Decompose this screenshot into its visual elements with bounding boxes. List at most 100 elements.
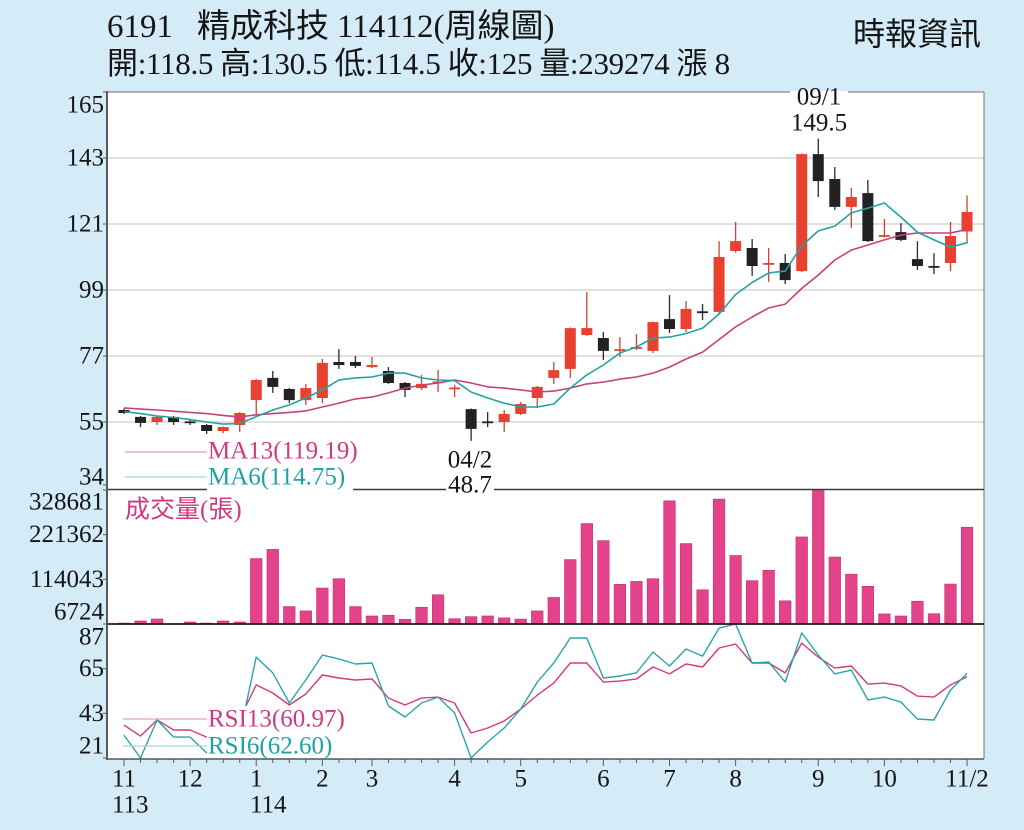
stat-value: 130.5 [259, 46, 328, 81]
candle-up [763, 248, 775, 282]
volume-bar [960, 526, 974, 625]
chart-period: 114112(周線圖) [337, 9, 555, 45]
stat-label: 量 [539, 46, 570, 81]
stat-high: 高:130.5 [220, 46, 328, 81]
stat-change: 漲 8 [676, 46, 730, 81]
candle-body [746, 248, 758, 266]
candle-down [746, 239, 758, 276]
candle-body [647, 322, 659, 351]
stat-label: 漲 [676, 46, 708, 81]
candle-down [382, 367, 394, 384]
legend-bg [207, 464, 353, 491]
candle-body [961, 212, 973, 232]
candle-body [316, 362, 328, 398]
volume-bar [795, 536, 808, 625]
x-tick-label: 7 [663, 766, 676, 793]
low-annotation: 04/2 48.7 [446, 447, 494, 499]
candle-up [878, 218, 890, 238]
volume-bar [283, 606, 296, 625]
candle-body [399, 383, 411, 390]
candle-body [630, 347, 642, 349]
volume-bar [613, 584, 626, 625]
x-tick-label: 8 [729, 766, 742, 793]
candle-body [300, 388, 312, 401]
x-tick-label: 5 [514, 766, 527, 793]
candle-up [581, 292, 593, 336]
candle-down [184, 419, 196, 425]
volume-bar [746, 580, 759, 625]
candlesticks [118, 138, 973, 441]
candle-body [416, 383, 428, 389]
candle-body [482, 421, 494, 424]
y-tick-label: 65 [79, 655, 104, 682]
stat-label: 高 [220, 46, 251, 81]
candle-down [349, 356, 361, 368]
y-tick-label: 114043 [30, 566, 104, 593]
y-tick-label: 87 [79, 624, 104, 651]
y-tick-label: 34 [79, 464, 105, 491]
candle-up [680, 301, 692, 332]
stat-close: 收:125 [448, 46, 533, 81]
candle-body [614, 349, 626, 351]
volume-bar [845, 573, 858, 625]
volume-bar [927, 613, 941, 625]
low-value-label: 48.7 [448, 472, 492, 499]
candle-down [283, 388, 295, 404]
stat-sep: : [137, 46, 147, 81]
y-tick-label: 143 [67, 145, 105, 172]
axes: 1651431219977553432868122136211404367248… [29, 91, 989, 819]
ma6-legend: MA6(114.75) [208, 464, 345, 491]
volume-bar [696, 589, 709, 625]
stat-label: 低 [334, 46, 366, 81]
price-gridlines [107, 157, 984, 423]
volume-bar [415, 606, 428, 625]
volume-bar [266, 549, 279, 625]
volume-bar [762, 569, 775, 625]
candle-body [217, 427, 229, 431]
volume-bar [431, 594, 445, 625]
stock-name: 精成科技 [197, 9, 329, 45]
volume-bar [465, 616, 478, 625]
volume-bar [332, 578, 345, 625]
high-value-label: 149.5 [791, 110, 847, 137]
volume-bar [250, 558, 263, 625]
candle-down [201, 424, 213, 434]
stat-label: 開 [107, 46, 138, 81]
candle-up [366, 356, 378, 368]
y-tick-label: 99 [79, 277, 104, 304]
x-tick-label: 6 [597, 766, 610, 793]
chart-title: 6191 精成科技 114112(周線圖) [107, 6, 555, 48]
candle-up [845, 188, 857, 228]
candle-body [829, 179, 841, 207]
high-annotation: 09/1 149.5 [790, 84, 848, 137]
volume-bar [531, 610, 544, 625]
candle-body [382, 371, 394, 383]
stock-code: 6191 [107, 9, 173, 45]
candle-body [366, 365, 378, 368]
volume-title: 成交量(張) [125, 496, 242, 524]
candle-body [151, 416, 163, 422]
volume-bar [382, 614, 395, 625]
candle-body [515, 404, 527, 414]
candle-down [812, 138, 824, 197]
volume-bar [498, 617, 511, 625]
volume-bar [712, 498, 726, 625]
ma6-line [123, 202, 968, 425]
candle-down [862, 179, 874, 242]
candle-body [349, 362, 361, 366]
x-tick-label: 10 [872, 766, 897, 793]
y-tick-label: 328681 [29, 489, 104, 516]
candle-up [250, 379, 262, 416]
volume-bar [894, 615, 908, 625]
candle-body [135, 416, 147, 423]
candle-body [680, 308, 692, 329]
plot-area [107, 92, 984, 759]
volume-bar [646, 578, 660, 625]
candle-up [548, 362, 560, 384]
stat-open: 開:118.5 [107, 46, 213, 81]
candle-body [763, 263, 775, 265]
moving-average-lines [123, 202, 968, 425]
candle-body [548, 370, 560, 378]
candle-down [465, 408, 477, 441]
x-tick-label: 2 [316, 766, 329, 793]
